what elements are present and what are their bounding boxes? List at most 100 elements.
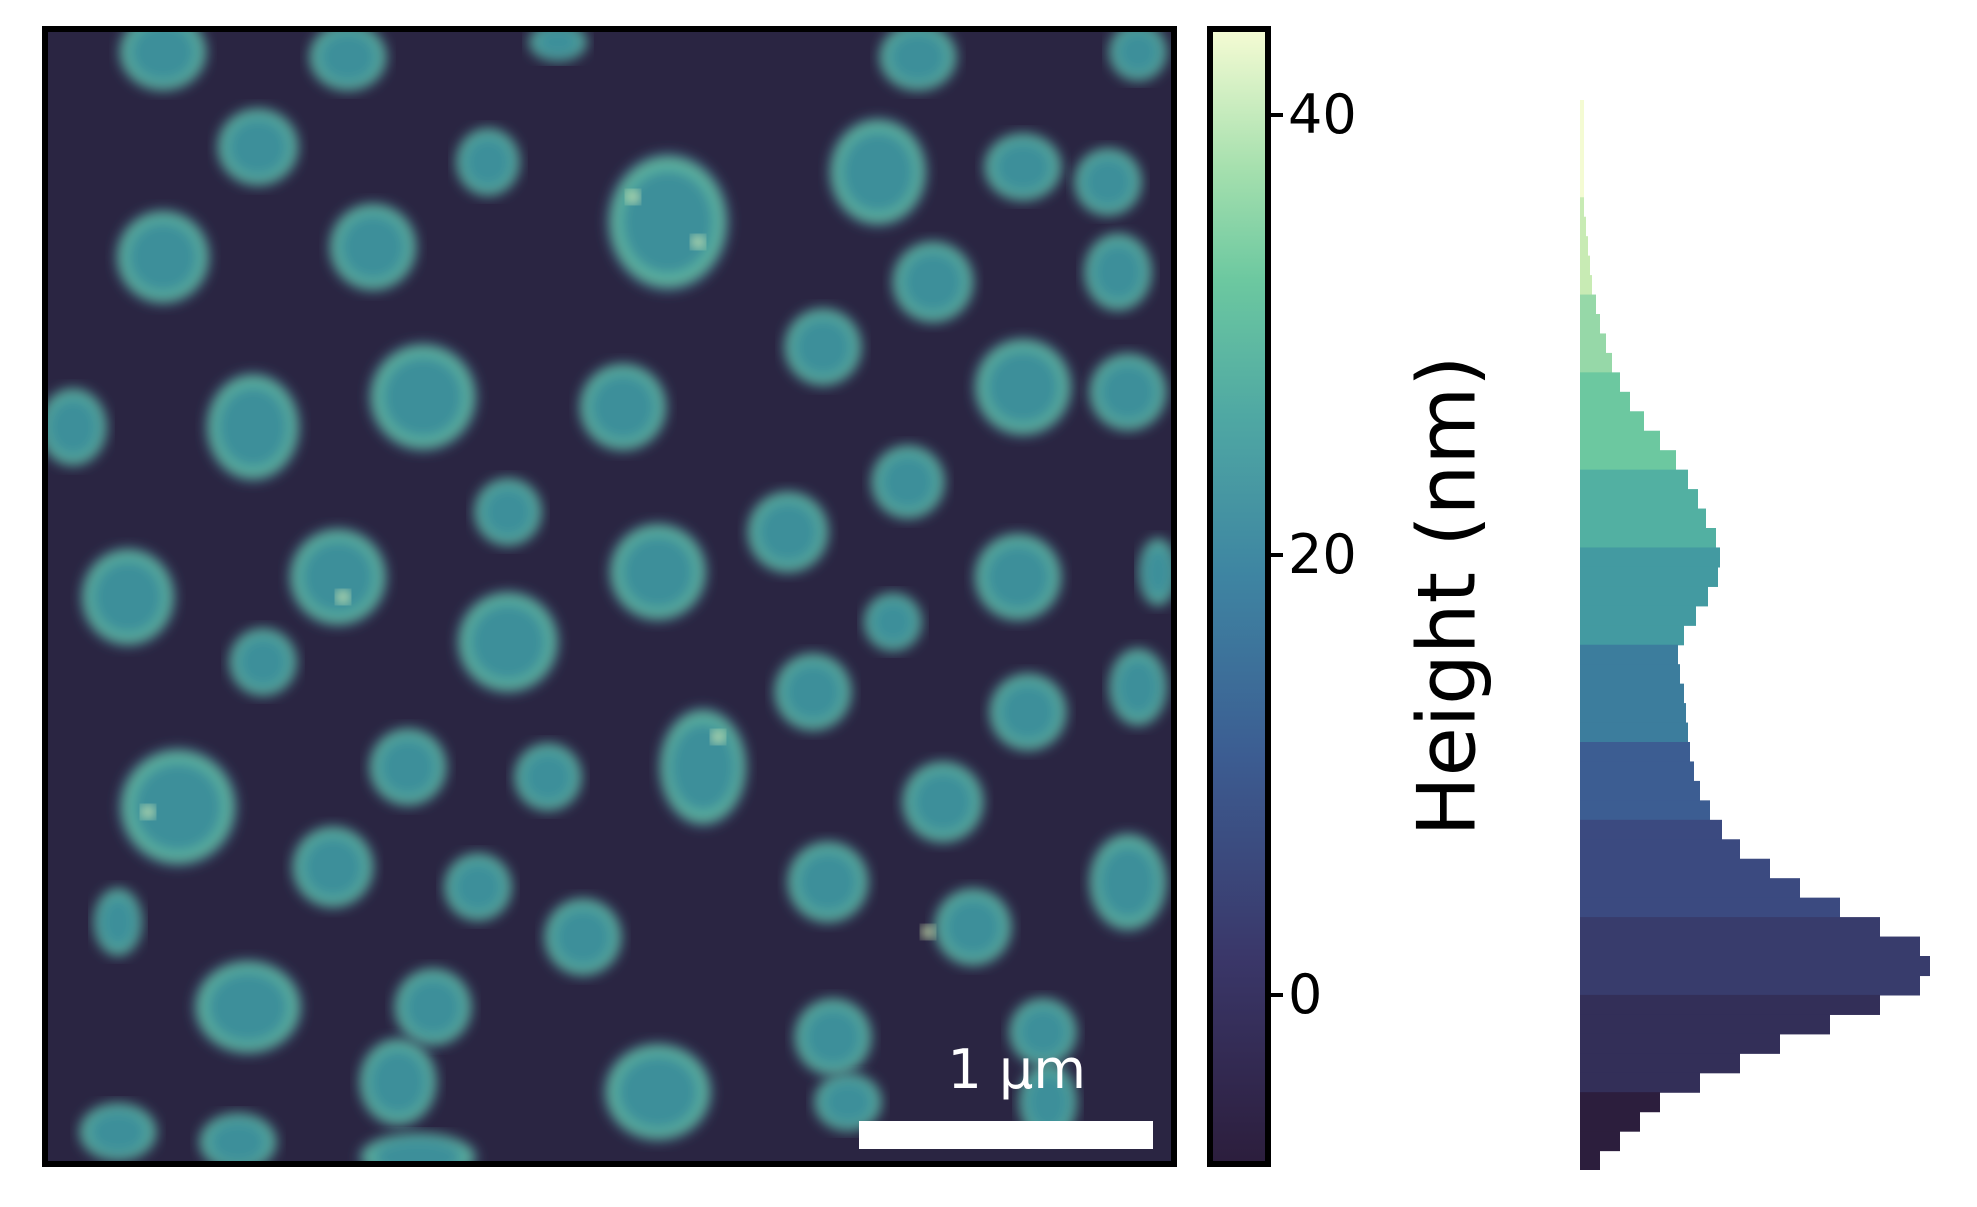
histogram-bar	[1580, 1014, 1830, 1035]
histogram-bar	[1580, 858, 1770, 879]
particle	[205, 372, 301, 482]
histogram-bar	[1580, 1053, 1740, 1074]
particle	[198, 1112, 278, 1161]
particle	[528, 32, 588, 62]
particle	[901, 760, 985, 844]
particle-image	[48, 32, 1171, 1161]
particle	[193, 959, 303, 1055]
histogram-bar	[1580, 508, 1706, 529]
histogram-bar	[1580, 138, 1584, 159]
particle	[513, 742, 583, 812]
histogram-bar	[1580, 683, 1684, 704]
colorbar	[1207, 26, 1271, 1167]
particle	[358, 1037, 438, 1127]
particle	[1138, 537, 1171, 607]
histogram-bar	[1580, 917, 1880, 938]
histogram-bar	[1580, 994, 1880, 1015]
histogram-bar	[1580, 1033, 1780, 1054]
histogram-bar	[1580, 450, 1676, 471]
histogram-bar	[1580, 275, 1592, 296]
histogram-bar	[1580, 800, 1710, 821]
histogram-bar	[1580, 644, 1678, 665]
particle	[891, 240, 975, 324]
scalebar-label: 1 µm	[947, 1038, 1086, 1101]
particle	[80, 547, 176, 647]
particle-highlight	[711, 730, 725, 744]
particle	[793, 997, 873, 1077]
histogram-bar	[1580, 158, 1584, 179]
particle	[93, 887, 143, 957]
particle-highlight	[921, 925, 935, 939]
histogram-bar	[1580, 1092, 1660, 1113]
histogram-bar	[1580, 177, 1584, 198]
histogram-bar	[1580, 469, 1688, 490]
histogram-bar	[1580, 819, 1722, 840]
particle	[828, 117, 928, 227]
histogram-bar	[1580, 528, 1716, 549]
histogram-bar	[1580, 703, 1686, 724]
particle	[473, 477, 543, 547]
histogram-bar	[1580, 430, 1660, 451]
histogram-bar	[1580, 372, 1620, 393]
particle-highlight	[336, 590, 350, 604]
histogram-bar	[1580, 255, 1590, 276]
histogram-bar	[1580, 489, 1698, 510]
particle	[863, 592, 923, 652]
particle	[813, 1072, 883, 1132]
particle	[455, 127, 521, 197]
histogram-bar	[1580, 391, 1630, 412]
particle	[608, 522, 708, 622]
particle	[456, 590, 560, 694]
particle	[870, 444, 946, 520]
particle	[358, 1132, 478, 1161]
colorbar-tick-label-40: 40	[1288, 83, 1357, 146]
particle	[216, 107, 300, 187]
particle	[308, 32, 388, 92]
particle	[973, 532, 1063, 622]
histogram-bar	[1580, 586, 1708, 607]
particle	[786, 840, 870, 924]
particle	[118, 32, 208, 92]
particle	[328, 202, 418, 292]
particle	[983, 132, 1063, 202]
histogram-bar	[1580, 566, 1718, 587]
particle	[658, 707, 748, 827]
histogram-bar	[1580, 780, 1700, 801]
particle	[393, 967, 473, 1047]
particle-highlight	[141, 805, 155, 819]
histogram-bar	[1580, 1131, 1620, 1152]
particle	[543, 897, 623, 977]
histogram-bar	[1580, 936, 1920, 957]
histogram-bar	[1580, 897, 1840, 918]
particle	[291, 825, 375, 909]
histogram-bar	[1580, 1111, 1640, 1132]
particle	[1108, 32, 1168, 82]
particle	[603, 1042, 713, 1142]
particle	[878, 32, 958, 92]
histogram-bar	[1580, 236, 1588, 257]
histogram-bar	[1580, 761, 1694, 782]
histogram-bar	[1580, 605, 1696, 626]
colorbar-tick-0	[1271, 993, 1283, 997]
histogram-bar	[1580, 839, 1740, 860]
particle	[1008, 997, 1078, 1067]
colorbar-axis-label: Height (nm)	[1400, 355, 1494, 837]
particle	[973, 337, 1073, 437]
particle	[1088, 832, 1168, 932]
histogram-bar	[1580, 1150, 1600, 1170]
particle	[783, 307, 863, 387]
colorbar-tick-20	[1271, 553, 1283, 557]
particle	[578, 362, 668, 452]
particle	[368, 342, 478, 452]
particle	[118, 747, 238, 867]
particle	[606, 152, 730, 292]
afm-height-map: 1 µm	[42, 26, 1177, 1167]
histogram-bar	[1580, 664, 1680, 685]
histogram-bar	[1580, 878, 1800, 899]
scalebar	[859, 1121, 1153, 1149]
colorbar-tick-label-20: 20	[1288, 523, 1357, 586]
particle	[48, 387, 108, 467]
particle	[78, 1102, 158, 1161]
histogram-bar	[1580, 956, 1930, 977]
histogram-bar	[1580, 333, 1606, 354]
